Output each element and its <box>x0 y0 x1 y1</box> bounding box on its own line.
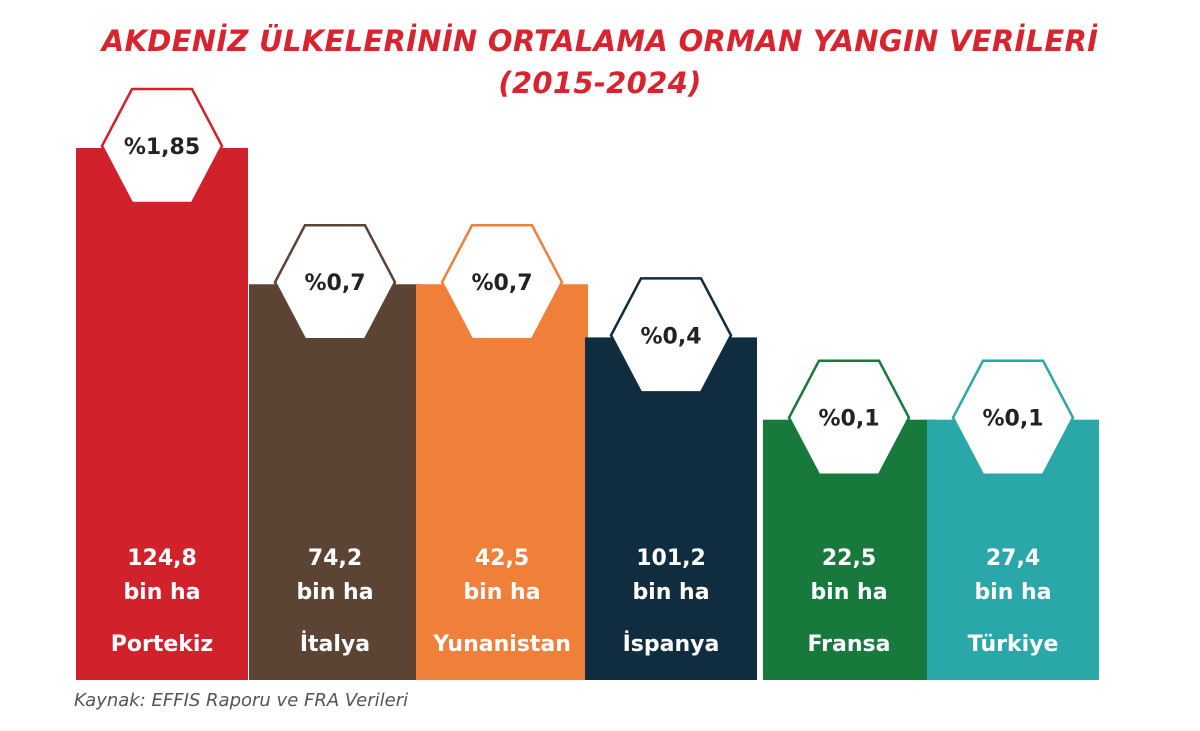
category-label-fransa: Fransa <box>808 632 891 657</box>
percent-label-fransa: %0,1 <box>818 407 879 432</box>
percent-label-i-talya: %0,7 <box>304 271 365 296</box>
percent-label-portekiz: %1,85 <box>124 135 200 160</box>
value-label-yunanistan: 42,5 <box>475 546 529 571</box>
bar-yunanistan <box>416 284 588 680</box>
percent-label-yunanistan: %0,7 <box>471 271 532 296</box>
unit-label-portekiz: bin ha <box>123 580 200 605</box>
category-label-i-talya: İtalya <box>300 631 370 657</box>
value-label-portekiz: 124,8 <box>127 546 197 571</box>
hexagon-badge-portekiz <box>100 87 224 205</box>
value-label-fransa: 22,5 <box>822 546 876 571</box>
hexagon-badge-yunanistan <box>440 223 564 341</box>
chart-title-line2: (2015-2024) <box>498 66 702 100</box>
value-label-turkiye: 27,4 <box>986 546 1040 571</box>
chart-title-line1: AKDENİZ ÜLKELERİNİN ORTALAMA ORMAN YANGI… <box>101 24 1099 58</box>
percent-label-i-spanya: %0,4 <box>640 324 701 349</box>
unit-label-yunanistan: bin ha <box>463 580 540 605</box>
percent-label-turkiye: %0,1 <box>982 407 1043 432</box>
category-label-yunanistan: Yunanistan <box>432 632 571 657</box>
category-label-i-spanya: İspanya <box>623 631 720 657</box>
hexagon-badge-fransa <box>787 359 911 476</box>
category-label-turkiye: Türkiye <box>968 632 1059 657</box>
unit-label-i-spanya: bin ha <box>632 580 709 605</box>
source-note: Kaynak: EFFIS Raporu ve FRA Verileri <box>74 690 409 711</box>
value-label-i-spanya: 101,2 <box>636 546 706 571</box>
hexagon-badge-turkiye <box>951 359 1075 476</box>
unit-label-turkiye: bin ha <box>974 580 1051 605</box>
bar-i-spanya <box>585 337 757 680</box>
hexagon-badge-i-spanya <box>609 277 733 394</box>
bar-i-talya <box>249 284 421 680</box>
bar-portekiz <box>76 148 248 680</box>
category-label-portekiz: Portekiz <box>111 632 214 657</box>
unit-label-fransa: bin ha <box>810 580 887 605</box>
hexagon-badge-i-talya <box>273 223 397 341</box>
value-label-i-talya: 74,2 <box>308 546 362 571</box>
unit-label-i-talya: bin ha <box>296 580 373 605</box>
